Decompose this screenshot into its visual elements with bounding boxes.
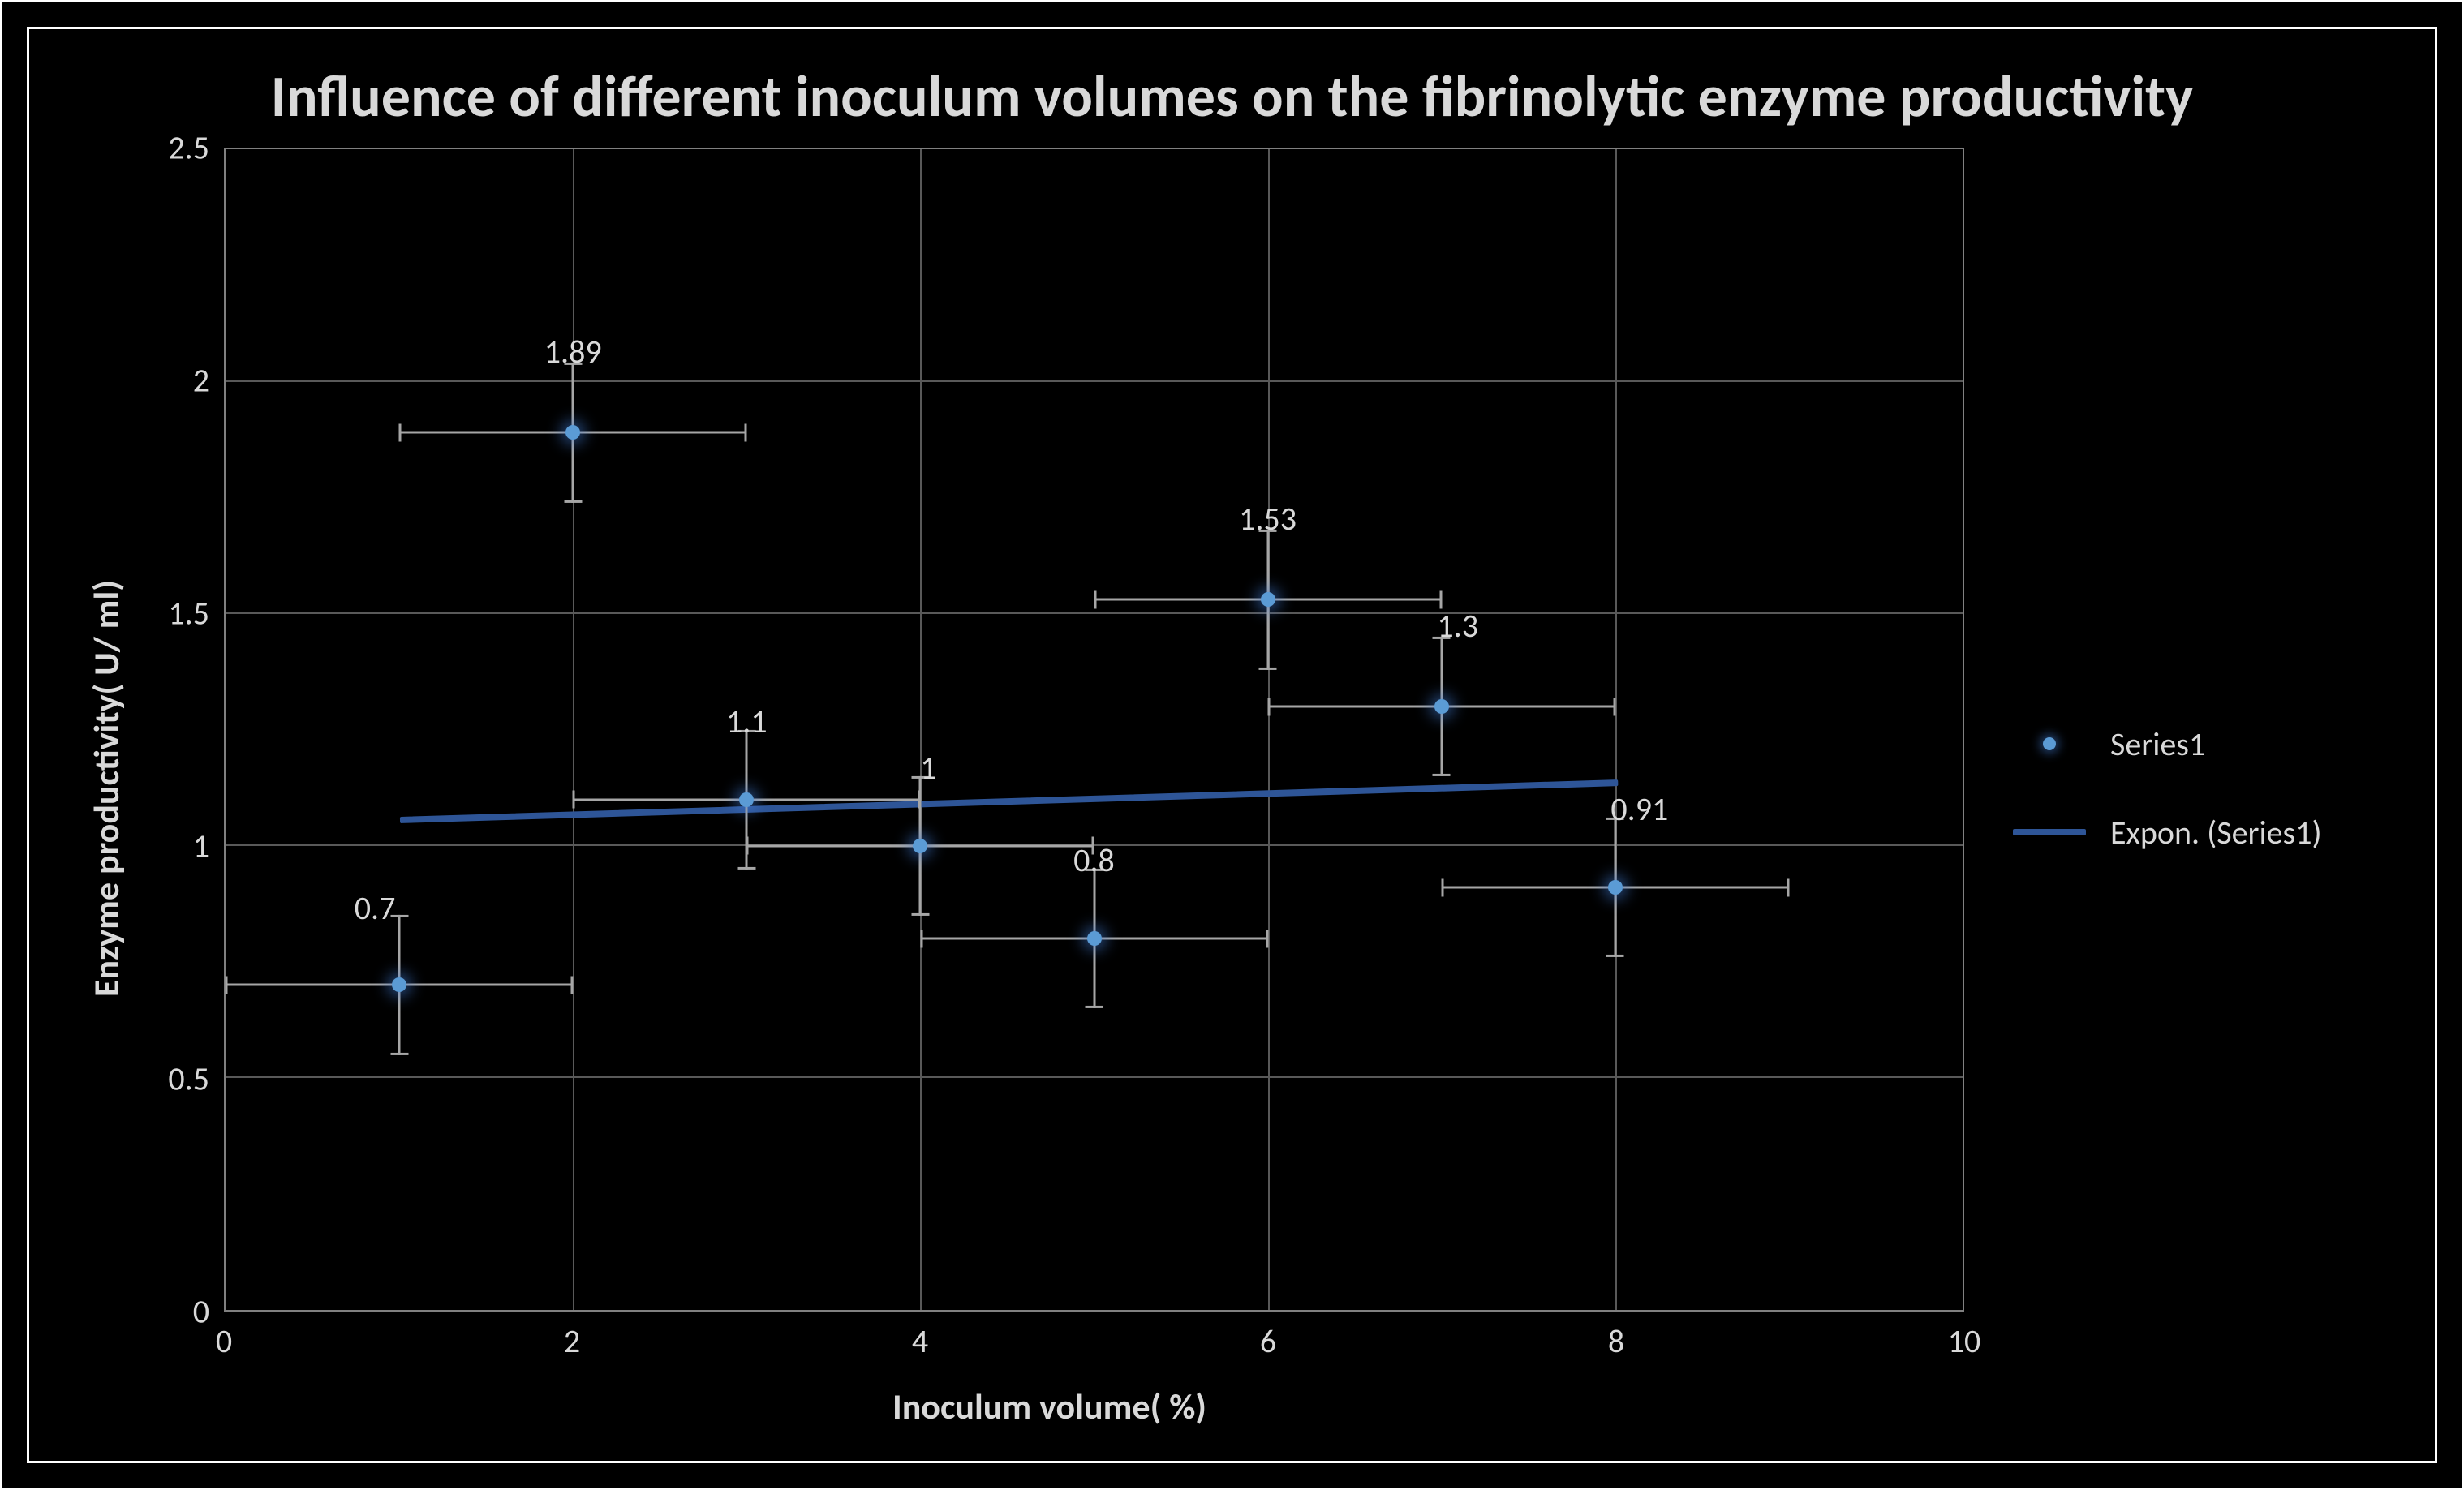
chart-outer-frame: Influence of different inoculum volumes … bbox=[0, 0, 2464, 1490]
chart-title: Influence of different inoculum volumes … bbox=[78, 62, 2386, 131]
data-label: 0.8 bbox=[1073, 840, 1115, 880]
gridline-horizontal bbox=[226, 380, 1963, 382]
data-label: 1.89 bbox=[544, 332, 602, 371]
plot-row: 00.511.522.5 0.71.891.110.81.531.30.91 bbox=[135, 148, 1964, 1312]
y-tick-label: 1 bbox=[193, 827, 209, 866]
gridline-horizontal bbox=[226, 1076, 1963, 1078]
x-ticks-spacer bbox=[135, 1312, 224, 1376]
x-axis-ticks: 0246810 bbox=[224, 1312, 1964, 1376]
x-tick-label: 4 bbox=[912, 1321, 928, 1361]
data-marker bbox=[1608, 880, 1623, 895]
x-axis-ticks-row: 0246810 bbox=[135, 1312, 1964, 1376]
legend-marker-wrap bbox=[2013, 737, 2086, 750]
gridline-vertical bbox=[573, 149, 574, 1310]
legend-label: Expon. (Series1) bbox=[2110, 813, 2322, 852]
y-axis-label: Enzyme productivity( U/ ml) bbox=[84, 580, 128, 997]
y-tick-label: 0.5 bbox=[168, 1059, 209, 1099]
chart-body: Enzyme productivity( U/ ml) 00.511.522.5… bbox=[78, 148, 2386, 1428]
x-tick-label: 2 bbox=[564, 1321, 580, 1361]
data-marker bbox=[1087, 931, 1102, 946]
data-marker bbox=[739, 792, 754, 807]
data-label: 1.3 bbox=[1437, 606, 1478, 646]
x-tick-label: 10 bbox=[1948, 1321, 1981, 1361]
x-axis-label: Inoculum volume( %) bbox=[135, 1385, 1964, 1428]
gridline-vertical bbox=[1268, 149, 1270, 1310]
data-marker bbox=[565, 425, 580, 440]
plot-column: 00.511.522.5 0.71.891.110.81.531.30.91 0… bbox=[135, 148, 1964, 1428]
data-marker bbox=[1434, 699, 1449, 714]
data-marker bbox=[1261, 592, 1275, 607]
legend-marker-dot-icon bbox=[2043, 737, 2056, 750]
y-tick-label: 1.5 bbox=[168, 594, 209, 633]
y-tick-label: 0 bbox=[193, 1292, 209, 1332]
y-tick-label: 2 bbox=[193, 361, 209, 401]
y-axis-ticks: 00.511.522.5 bbox=[135, 148, 224, 1312]
data-label: 1 bbox=[920, 748, 936, 788]
x-tick-label: 8 bbox=[1608, 1321, 1624, 1361]
plot-area: 0.7 1.89 1.1 1 0.8 1.53 1.3 0.91 bbox=[224, 148, 1964, 1312]
y-tick-label: 2.5 bbox=[168, 128, 209, 168]
gridline-vertical bbox=[1615, 149, 1617, 1310]
data-label: 0.7 bbox=[355, 888, 396, 928]
y-axis-label-wrap: Enzyme productivity( U/ ml) bbox=[78, 148, 135, 1428]
data-label: 1.1 bbox=[726, 702, 768, 741]
data-marker bbox=[913, 839, 927, 853]
x-tick-label: 0 bbox=[216, 1321, 232, 1361]
gridline-vertical bbox=[920, 149, 922, 1310]
chart-inner-frame: Influence of different inoculum volumes … bbox=[27, 27, 2437, 1463]
legend-item: Series1 bbox=[2013, 724, 2386, 764]
data-label: 1.53 bbox=[1239, 499, 1297, 539]
legend-item: Expon. (Series1) bbox=[2013, 813, 2386, 852]
x-tick-label: 6 bbox=[1260, 1321, 1276, 1361]
data-label: 0.91 bbox=[1610, 789, 1668, 829]
legend: Series1 Expon. (Series1) bbox=[1964, 148, 2386, 1428]
data-marker bbox=[392, 977, 406, 992]
legend-marker-line-icon bbox=[2013, 829, 2086, 835]
legend-label: Series1 bbox=[2110, 724, 2205, 764]
gridline-horizontal bbox=[226, 612, 1963, 614]
trendline bbox=[399, 779, 1618, 823]
